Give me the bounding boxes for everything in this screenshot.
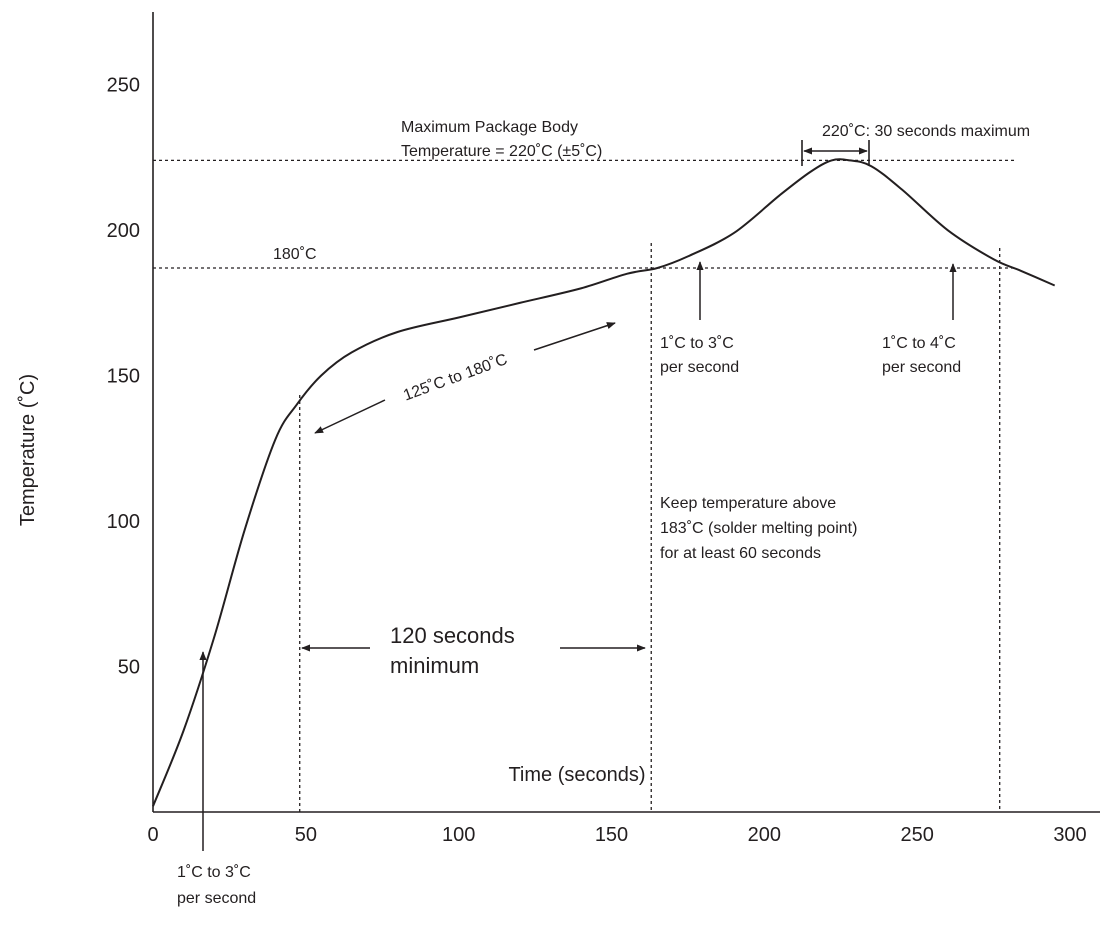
x-tick-labels: 0 50 100 150 200 250 300	[147, 824, 1086, 846]
x-tick-label: 100	[442, 824, 475, 846]
series-layer	[152, 158, 1056, 807]
y-axis-label: Temperature (˚C)	[17, 374, 39, 526]
y-reference-label: 180˚C	[273, 246, 317, 263]
x-tick-label: 0	[147, 824, 158, 846]
max-body-label-line2: Temperature = 220˚C (±5˚C)	[401, 143, 602, 160]
y-tick-label: 100	[107, 511, 140, 533]
y-tick-label: 250	[107, 75, 140, 97]
max-body-label-line1: Maximum Package Body	[401, 119, 578, 136]
cool-label-line1: 1˚C to 4˚C	[882, 335, 956, 352]
cool-label-line2: per second	[882, 359, 961, 376]
ramp-up-label-line2: per second	[660, 359, 739, 376]
x-tick-label: 50	[295, 824, 317, 846]
reference-lines: 180˚C	[153, 159, 1017, 812]
start-ramp-label-line1: 1˚C to 3˚C	[177, 864, 251, 881]
window-label-line1: 120 seconds	[390, 623, 515, 648]
keep-label-line2: 183˚C (solder melting point)	[660, 520, 857, 537]
x-tick-label: 200	[748, 824, 781, 846]
keep-label-line3: for at least 60 seconds	[660, 545, 821, 562]
y-tick-label: 150	[107, 366, 140, 388]
y-tick-label: 50	[118, 657, 140, 679]
x-tick-label: 250	[900, 824, 933, 846]
ramp-up-label-line1: 1˚C to 3˚C	[660, 335, 734, 352]
y-tick-label: 200	[107, 220, 140, 242]
temperature-profile-line	[152, 158, 1056, 807]
peak-window-label: 220˚C: 30 seconds maximum	[822, 123, 1030, 140]
keep-label-line1: Keep temperature above	[660, 495, 836, 512]
window-label-line2: minimum	[390, 653, 479, 678]
soak-arrow-left	[314, 399, 386, 434]
soak-arrow-right	[533, 322, 616, 351]
x-tick-label: 150	[595, 824, 628, 846]
soak-range-label: 125˚C to 180˚C	[401, 351, 510, 404]
start-ramp-label-line2: per second	[177, 890, 256, 907]
y-tick-labels: 50 100 150 200 250	[107, 75, 140, 679]
x-tick-label: 300	[1053, 824, 1086, 846]
x-axis-label: Time (seconds)	[508, 764, 645, 786]
